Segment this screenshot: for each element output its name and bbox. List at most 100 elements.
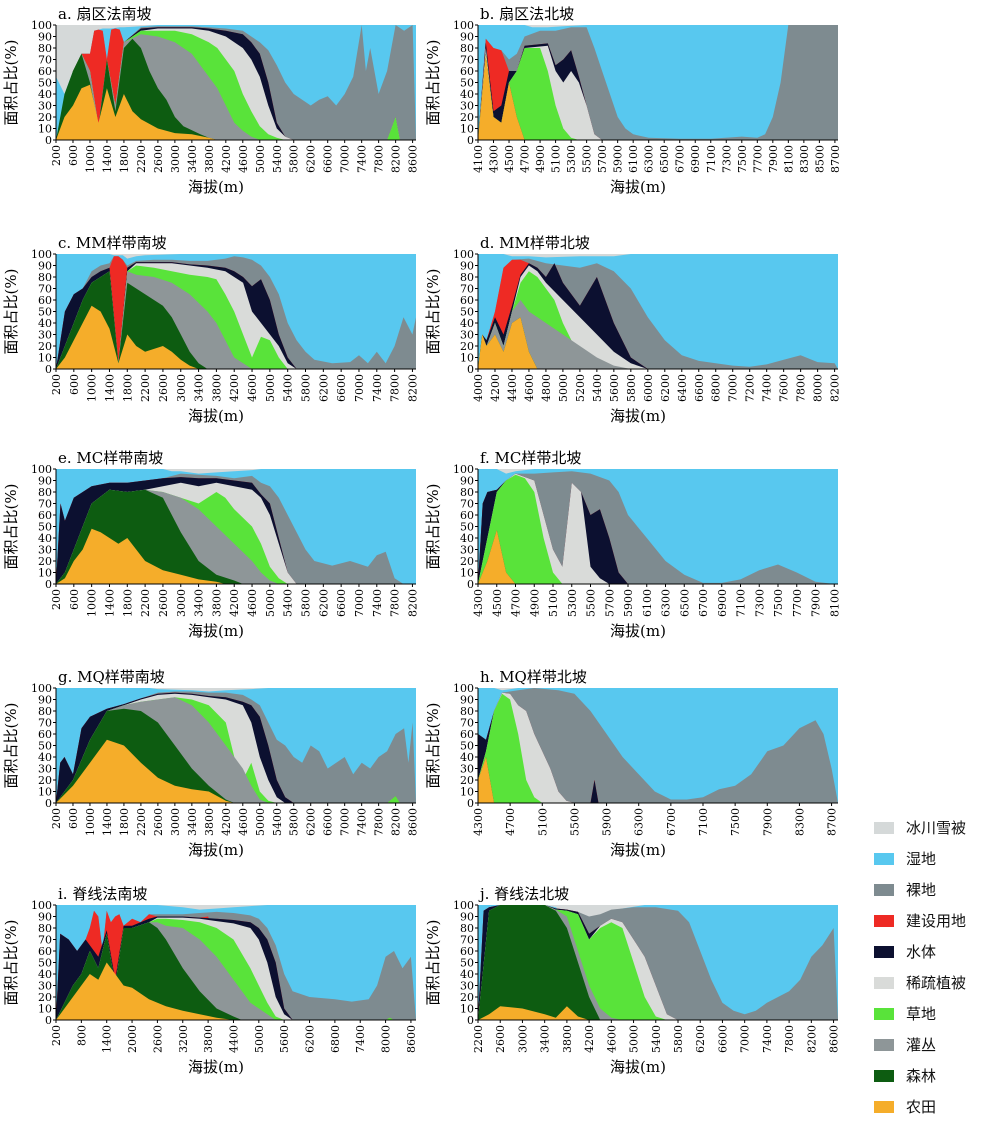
y-tick-label: 20 [460,555,474,568]
x-tick-label: 7400 [371,374,384,402]
x-tick-label: 3800 [210,374,223,402]
legend-label-bare: 裸地 [906,881,937,899]
x-tick-label: 6600 [693,374,706,402]
x-tick-label: 2600 [157,374,170,402]
area-farm [56,528,416,584]
y-tick-label: 100 [453,899,474,912]
x-tick-label: 7900 [761,808,774,836]
y-tick-label: 90 [460,475,474,488]
panel-title: g. MQ样带南坡 [58,668,165,686]
y-tick-label: 70 [38,54,52,67]
panel-title: j. 脊线法北坡 [478,885,569,903]
x-tick-label: 6300 [660,589,673,617]
x-tick-label: 8200 [406,374,419,402]
y-tick-label: 60 [38,509,52,522]
x-tick-label: 4200 [228,374,241,402]
x-tick-label: 7800 [373,808,386,836]
x-tick-label: 4300 [472,808,485,836]
y-tick-label: 80 [38,705,52,718]
x-axis-label: 海拔(m) [610,841,666,859]
x-tick-label: 7000 [339,808,352,836]
y-tick-label: 30 [38,544,52,557]
y-tick-label: 90 [460,694,474,707]
legend-item-grass: 草地 [874,998,1000,1029]
y-tick-label: 0 [45,797,52,810]
x-tick-label: 200 [50,1025,63,1046]
x-tick-label: 3000 [175,589,188,617]
y-tick-label: 20 [38,111,52,124]
area-farm [478,53,838,140]
x-tick-label: 5500 [581,145,594,173]
x-tick-label: 200 [50,374,63,395]
x-tick-label: 7500 [729,808,742,836]
x-tick-label: 4000 [472,374,485,402]
y-tick-label: 10 [460,123,474,136]
x-tick-label: 6100 [641,589,654,617]
x-tick-label: 5100 [550,145,563,173]
y-tick-label: 80 [38,922,52,935]
y-tick-label: 20 [460,774,474,787]
x-tick-label: 2600 [152,808,165,836]
x-tick-label: 7100 [697,808,710,836]
x-tick-label: 7700 [791,589,804,617]
x-tick-label: 600 [67,808,80,829]
x-tick-label: 8100 [782,145,795,173]
y-axis-label: 面积占比(%) [2,484,20,570]
y-tick-label: 20 [38,340,52,353]
y-tick-label: 0 [45,363,52,376]
legend-label-glacier: 冰川雪被 [906,819,967,837]
x-tick-label: 7000 [739,1025,752,1053]
legend-label-wetland: 湿地 [906,850,937,868]
x-tick-label: 4200 [489,374,502,402]
y-tick-label: 70 [460,54,474,67]
legend-swatch-bare [874,883,894,896]
y-tick-label: 40 [460,317,474,330]
x-tick-label: 7000 [353,374,366,402]
x-tick-label: 5100 [547,589,560,617]
x-tick-label: 8700 [826,808,839,836]
x-tick-label: 8100 [828,589,841,617]
x-tick-label: 2600 [151,1025,164,1053]
y-tick-label: 20 [38,991,52,1004]
x-tick-label: 8300 [793,808,806,836]
x-tick-label: 7400 [356,808,369,836]
y-tick-label: 40 [460,968,474,981]
x-tick-label: 2600 [152,145,165,173]
y-tick-label: 0 [467,797,474,810]
legend-item-sparse: 稀疏植被 [874,967,1000,998]
y-axis-label: 面积占比(%) [2,40,20,126]
x-tick-label: 8600 [407,808,420,836]
x-tick-label: 5800 [288,808,301,836]
area-forest [56,922,416,1020]
x-tick-label: 5800 [300,374,313,402]
y-tick-label: 40 [460,751,474,764]
y-tick-label: 50 [460,521,474,534]
y-tick-label: 50 [460,306,474,319]
x-tick-label: 3400 [186,145,199,173]
x-tick-label: 6500 [658,145,671,173]
panel-title: e. MC样带南坡 [58,449,163,467]
y-tick-label: 40 [460,88,474,101]
x-tick-label: 1800 [118,808,131,836]
y-tick-label: 60 [460,65,474,78]
y-axis-label: 面积占比(%) [424,920,442,1006]
y-tick-label: 80 [460,486,474,499]
y-tick-label: 70 [38,283,52,296]
y-tick-label: 30 [38,980,52,993]
x-tick-label: 8600 [405,1025,418,1053]
legend-swatch-wetland [874,852,894,865]
y-tick-label: 100 [453,463,474,476]
y-tick-label: 100 [31,682,52,695]
panel-title: a. 扇区法南坡 [58,5,151,23]
x-tick-label: 2200 [139,374,152,402]
y-tick-label: 80 [460,705,474,718]
x-tick-label: 5000 [264,374,277,402]
y-tick-label: 60 [38,945,52,958]
area-farm [56,305,416,369]
x-tick-label: 4600 [523,374,536,402]
panel-title: c. MM样带南坡 [58,234,167,252]
y-tick-label: 10 [460,567,474,580]
